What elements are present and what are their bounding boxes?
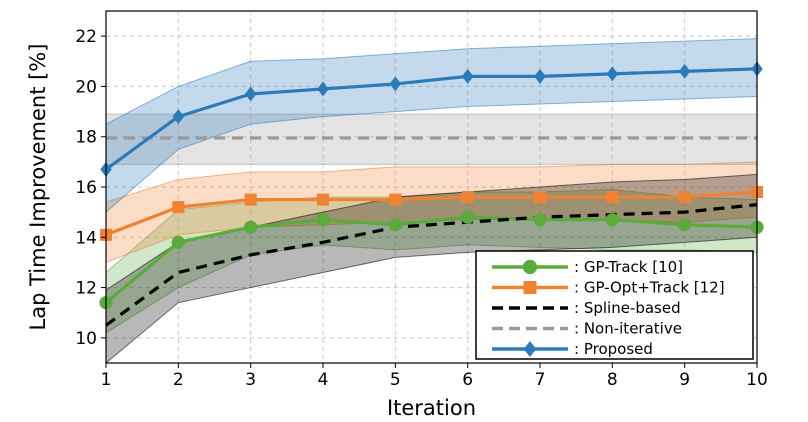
point-proposed	[461, 68, 474, 84]
y-tick-label: 16	[75, 178, 97, 198]
line-gp-opt-track-12	[105, 190, 758, 237]
legend-marker-gp-opt-track-12	[523, 281, 537, 294]
point-gp-track-10	[244, 220, 258, 234]
point-gp-track-10	[605, 213, 619, 227]
point-gp-track-10	[461, 210, 475, 224]
legend-marker-gp-track-10	[522, 259, 538, 275]
legend-label-gp-opt-track-12: : GP-Opt+Track [12]	[574, 279, 725, 297]
point-proposed	[678, 63, 691, 79]
point-gp-opt-track-12	[317, 193, 329, 206]
x-tick-label: 10	[746, 370, 768, 390]
point-gp-opt-track-12	[244, 193, 257, 206]
x-tick-label: 9	[679, 370, 690, 390]
legend-label-spline-based: : Spline-based	[574, 299, 681, 317]
y-tick-label: 22	[75, 27, 97, 47]
line-gp-track-10	[104, 215, 758, 304]
y-tick-label: 18	[75, 128, 97, 148]
x-tick-label: 7	[535, 370, 546, 390]
y-axis-ticks: 10 12 14 16 18 20 22	[75, 27, 106, 349]
x-tick-label: 3	[245, 370, 256, 390]
y-tick-label: 10	[75, 329, 97, 349]
line-proposed	[105, 67, 758, 171]
point-gp-opt-track-12	[389, 193, 402, 206]
point-proposed	[606, 66, 619, 82]
x-axis-ticks: 1 2 3 4 5 6 7 8 9 10	[101, 363, 768, 390]
x-tick-label: 2	[173, 370, 184, 390]
line-spline-based	[105, 203, 758, 327]
point-gp-opt-track-12	[534, 191, 546, 204]
x-axis-label: Iteration	[387, 396, 476, 420]
series-lines	[104, 67, 758, 327]
point-gp-track-10	[678, 218, 692, 232]
x-tick-label: 1	[101, 370, 112, 390]
point-proposed	[317, 81, 329, 97]
x-tick-label: 5	[390, 370, 401, 390]
x-tick-label: 4	[318, 370, 329, 390]
point-proposed	[534, 68, 546, 84]
legend-label-gp-track-10: : GP-Track [10]	[574, 258, 683, 276]
legend-label-proposed: : Proposed	[574, 340, 653, 358]
point-proposed	[172, 109, 185, 125]
point-gp-opt-track-12	[606, 191, 619, 204]
legend-box	[475, 250, 754, 360]
legend-label-non-iterative: : Non-iterative	[574, 320, 682, 338]
x-tick-label: 6	[462, 370, 473, 390]
legend: : GP-Track [10] : GP-Opt+Track [12] : Spli…	[475, 250, 754, 360]
point-gp-track-10	[316, 213, 330, 227]
point-gp-track-10	[533, 213, 547, 227]
point-gp-track-10	[388, 218, 402, 232]
point-gp-track-10	[171, 235, 185, 249]
point-gp-opt-track-12	[172, 201, 185, 214]
y-tick-label: 12	[75, 279, 97, 299]
point-proposed	[244, 86, 257, 102]
y-tick-label: 14	[75, 228, 97, 248]
point-gp-opt-track-12	[461, 191, 474, 204]
y-tick-label: 20	[75, 77, 97, 97]
x-tick-label: 8	[607, 370, 618, 390]
y-axis-label: Lap Time Improvement [%]	[26, 44, 50, 331]
legend-marker-proposed	[523, 340, 537, 358]
point-gp-opt-track-12	[678, 191, 691, 204]
point-proposed	[389, 76, 402, 92]
